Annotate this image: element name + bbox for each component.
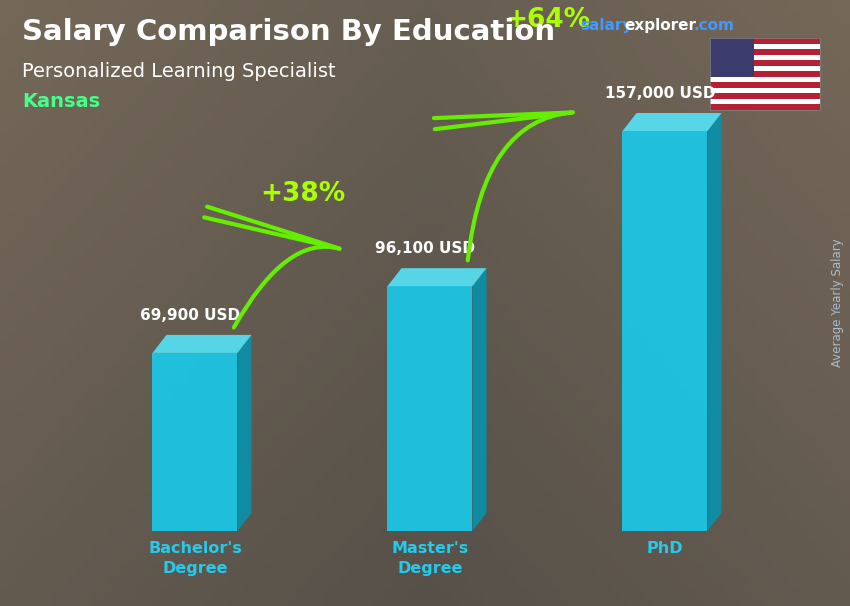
Bar	[710, 38, 754, 77]
Polygon shape	[473, 268, 486, 531]
Bar	[710, 38, 820, 110]
Text: Salary Comparison By Education: Salary Comparison By Education	[22, 18, 555, 46]
Text: 96,100 USD: 96,100 USD	[375, 241, 475, 256]
Polygon shape	[237, 335, 252, 531]
Text: 157,000 USD: 157,000 USD	[604, 86, 715, 101]
Polygon shape	[622, 113, 722, 131]
Text: Average Yearly Salary: Average Yearly Salary	[831, 239, 845, 367]
Text: +64%: +64%	[505, 7, 590, 33]
Polygon shape	[152, 335, 252, 353]
Bar	[710, 65, 820, 72]
Text: explorer: explorer	[624, 18, 696, 33]
Polygon shape	[707, 113, 722, 531]
Text: Kansas: Kansas	[22, 92, 100, 111]
Bar	[710, 77, 820, 82]
Text: .com: .com	[694, 18, 735, 33]
Polygon shape	[388, 268, 486, 286]
Bar	[710, 44, 820, 49]
Text: 69,900 USD: 69,900 USD	[140, 308, 240, 323]
Polygon shape	[388, 286, 473, 531]
Bar	[710, 38, 820, 110]
Bar	[710, 99, 820, 104]
Text: +38%: +38%	[260, 181, 345, 207]
Bar	[710, 88, 820, 93]
Text: Bachelor's
Degree: Bachelor's Degree	[148, 541, 242, 576]
Text: Personalized Learning Specialist: Personalized Learning Specialist	[22, 62, 336, 81]
Polygon shape	[622, 131, 707, 531]
Polygon shape	[152, 353, 237, 531]
Text: Master's
Degree: Master's Degree	[391, 541, 468, 576]
Text: salary: salary	[580, 18, 632, 33]
Bar	[710, 55, 820, 60]
Text: PhD: PhD	[647, 541, 683, 556]
